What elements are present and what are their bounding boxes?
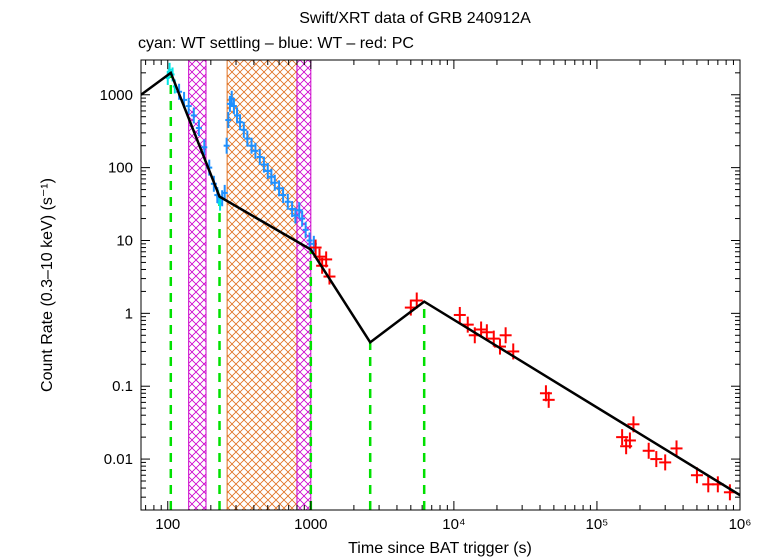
pc-point [659, 454, 672, 471]
pc-point [539, 385, 552, 402]
wt-point [223, 137, 230, 154]
pc-point [650, 451, 663, 468]
pc-point [623, 432, 636, 449]
wt-point [201, 139, 208, 156]
wt-point [296, 202, 303, 219]
pc-point [475, 321, 488, 338]
model-fit [141, 70, 740, 497]
pc-point [320, 251, 333, 268]
wt-point [248, 137, 255, 154]
wt-point [225, 112, 232, 129]
chart-subtitle: cyan: WT settling – blue: WT – red: PC [138, 35, 414, 52]
wt-point [289, 201, 296, 218]
chart-title: Swift/XRT data of GRB 240912A [299, 10, 531, 27]
y-tick-label: 100 [108, 160, 133, 177]
interval-bands [188, 60, 312, 510]
x-tick-label: 10⁶ [729, 516, 752, 533]
exclusion-interval-band [188, 60, 207, 510]
wt-point [306, 232, 313, 249]
exclusion-interval-band [296, 60, 312, 510]
pc-point [480, 324, 493, 341]
pc-point [309, 239, 322, 256]
wt-point [271, 174, 278, 191]
wt-point [268, 168, 275, 185]
y-axis-label: Count Rate (0.3–10 keV) (s⁻¹) [39, 178, 56, 392]
wt-point [299, 210, 306, 227]
x-tick-label: 10⁴ [442, 516, 465, 533]
pc-point [670, 440, 683, 457]
y-tick-label: 1 [125, 305, 133, 322]
x-tick-label: 1000 [294, 516, 327, 533]
wt-point [252, 142, 259, 159]
pc-point [453, 306, 466, 323]
wt-point [260, 156, 267, 173]
break-time-lines [169, 72, 426, 510]
pc-point [499, 327, 512, 344]
wt-point [237, 114, 244, 131]
wt-point [244, 130, 251, 147]
axes: 100 1000 10⁴ 10⁵ 10⁶ 0.01 0.1 1 10 100 1000 [100, 59, 752, 533]
x-axis-label: Time since BAT trigger (s) [348, 540, 532, 557]
wt-point [230, 98, 237, 115]
y-tick-label: 0.01 [104, 451, 133, 468]
pc-point [542, 391, 555, 408]
wt-point [240, 121, 247, 138]
pc-point [642, 442, 655, 459]
wt-point [185, 98, 192, 115]
y-tick-label: 10 [116, 232, 133, 249]
pc-point [616, 429, 629, 446]
data-series [165, 62, 736, 501]
wt-point [292, 207, 299, 224]
x-tick-label: 10⁵ [585, 516, 608, 533]
y-tick-label: 1000 [100, 87, 133, 104]
wt-point [280, 187, 287, 204]
wt-point [302, 221, 309, 238]
flare-interval-band [226, 60, 298, 510]
wt-point [264, 162, 271, 179]
wt-settling-point [165, 70, 170, 85]
wt-point [195, 119, 202, 136]
wt-point [276, 180, 283, 197]
y-tick-label: 0.1 [112, 378, 133, 395]
wt-point [284, 193, 291, 210]
model-fit-line [141, 70, 740, 497]
wt-point [190, 107, 197, 124]
x-tick-label: 100 [155, 516, 180, 533]
wt-point [256, 148, 263, 165]
